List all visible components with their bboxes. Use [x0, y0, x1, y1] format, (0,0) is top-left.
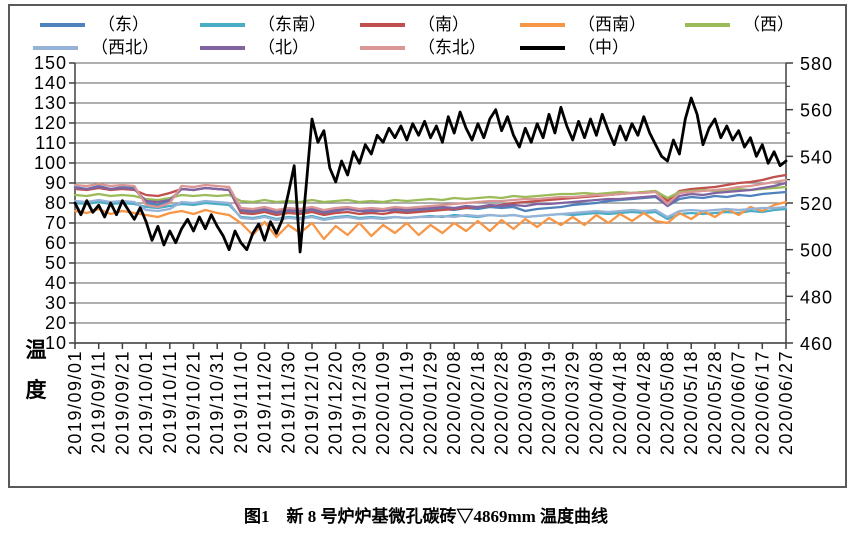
figure-caption: 图1 新 8 号炉炉基微孔碳砖▽4869mm 温度曲线	[243, 507, 609, 526]
x-tick-label: 2020/06/27	[776, 350, 796, 455]
legend-item-1-2: （东北）	[360, 38, 486, 58]
legend-item-0-3: （西南）	[520, 15, 646, 35]
x-tick-label: 2020/05/18	[681, 350, 701, 455]
legend-label: （东）	[98, 15, 149, 34]
x-tick-label: 2020/04/08	[586, 350, 606, 455]
legend-item-1-3: （中）	[520, 38, 629, 58]
legend-label: （东南）	[258, 15, 326, 34]
legend-label: （西）	[743, 15, 794, 34]
y-right-tick-label: 540	[800, 147, 833, 167]
x-tick-label: 2020/05/08	[658, 350, 678, 455]
y-right-tick-label: 560	[800, 101, 833, 121]
x-tick-label: 2019/10/21	[184, 350, 204, 455]
x-tick-label: 2020/06/17	[752, 350, 772, 455]
legend-label: （西南）	[578, 15, 646, 34]
y-left-tick-label: 70	[45, 213, 67, 233]
y-left-tick-label: 110	[35, 133, 67, 153]
legend-swatch	[360, 23, 405, 27]
y-left-tick-label: 120	[34, 113, 67, 133]
x-tick-label: 2019/10/11	[160, 350, 180, 454]
x-tick-label: 2020/03/29	[563, 350, 583, 455]
legend-swatch	[360, 46, 405, 50]
y-right-tick-label: 520	[800, 194, 833, 214]
x-tick-label: 2020/02/18	[468, 350, 488, 455]
y-left-tick-label: 100	[34, 153, 67, 173]
legend-swatch	[520, 23, 565, 27]
series-line-（西南）	[73, 200, 788, 241]
y-left-tick-label: 90	[45, 173, 67, 193]
series-line-（北）	[73, 181, 788, 214]
x-tick-label: 2019/11/20	[255, 350, 275, 454]
x-tick-label: 2019/11/10	[231, 350, 251, 454]
x-tick-label: 2020/03/19	[539, 350, 559, 455]
y-left-tick-label: 130	[34, 93, 67, 113]
y-left-tick-label: 50	[45, 253, 67, 273]
legend-swatch	[685, 23, 730, 27]
legend-swatch	[33, 46, 78, 50]
y-left-tick-label: 150	[34, 53, 67, 73]
x-tick-label: 2019/10/01	[136, 350, 156, 455]
y-left-tick-label: 20	[45, 313, 67, 333]
x-tick-label: 2019/09/21	[112, 350, 132, 455]
legend-swatch	[200, 23, 245, 27]
x-tick-label: 2020/01/19	[397, 350, 417, 455]
y-left-tick-label: 60	[45, 233, 67, 253]
series-line-（东北）	[73, 178, 788, 212]
legend-item-0-0: （东）	[40, 15, 149, 35]
x-tick-label: 2019/10/31	[207, 350, 227, 455]
x-tick-label: 2020/06/07	[729, 350, 749, 455]
legend-label: （东北）	[418, 38, 486, 57]
y-left-tick-label: 40	[45, 273, 67, 293]
legend-swatch	[520, 46, 565, 50]
x-tick-label: 2020/04/28	[634, 350, 654, 455]
x-tick-label: 2020/02/28	[492, 350, 512, 455]
series-line-（西北）	[73, 198, 788, 222]
x-tick-label: 2020/03/09	[515, 350, 535, 455]
series-line-（西）	[73, 185, 788, 204]
legend-swatch	[200, 46, 245, 50]
y-right-tick-label: 580	[800, 54, 833, 74]
y-right-tick-label: 500	[800, 241, 833, 261]
x-tick-label: 2020/01/29	[421, 350, 441, 455]
legend-label: （南）	[418, 15, 469, 34]
legend-label: （北）	[258, 38, 309, 57]
legend-label: （西北）	[91, 38, 159, 57]
x-tick-label: 2019/12/10	[302, 350, 322, 455]
x-tick-label: 2019/12/30	[349, 350, 369, 455]
y-left-tick-label: 10	[45, 333, 67, 353]
legend-item-0-1: （东南）	[200, 15, 326, 35]
x-tick-label: 2020/01/09	[373, 350, 393, 455]
y-left-tick-label: 140	[34, 73, 67, 93]
y-right-tick-label: 460	[800, 334, 833, 354]
x-tick-label: 2019/12/20	[326, 350, 346, 455]
x-tick-label: 2020/04/18	[610, 350, 630, 455]
x-tick-label: 2019/09/11	[89, 350, 109, 454]
x-tick-label: 2020/02/08	[444, 350, 464, 455]
legend-item-1-0: （西北）	[33, 38, 159, 58]
x-tick-label: 2019/11/30	[278, 350, 298, 454]
y-left-tick-label: 30	[45, 293, 67, 313]
x-tick-label: 2020/05/28	[705, 350, 725, 455]
y-left-tick-label: 80	[45, 193, 67, 213]
legend-item-0-4: （西）	[685, 15, 794, 35]
chart-border	[8, 4, 847, 488]
legend-swatch	[40, 23, 85, 27]
series-line-（中）	[73, 96, 788, 254]
legend-item-1-1: （北）	[200, 38, 309, 58]
x-tick-label: 2019/09/01	[65, 350, 85, 455]
y-right-tick-label: 480	[800, 287, 833, 307]
legend-label: （中）	[578, 38, 629, 57]
legend-item-0-2: （南）	[360, 15, 469, 35]
y-axis-title: 温 度	[25, 338, 47, 402]
